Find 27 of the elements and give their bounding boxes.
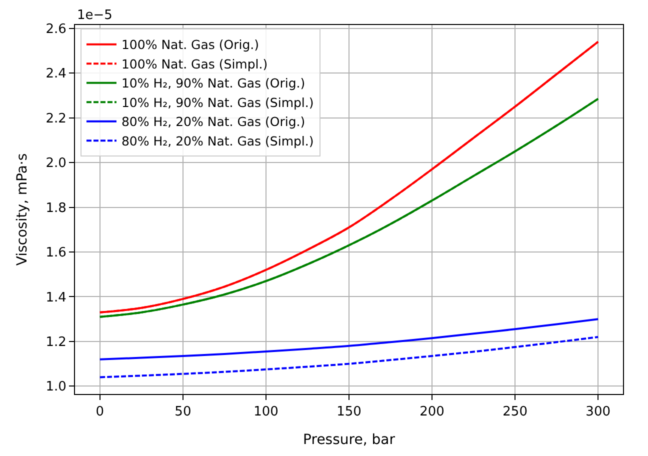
legend-label: 10% H₂, 90% Nat. Gas (Orig.) [121, 76, 306, 91]
x-tick-label: 250 [502, 404, 528, 420]
line-series [98, 336, 600, 378]
x-tick-label: 200 [420, 404, 444, 420]
y-axis-title: Viscosity, mPa⋅s [14, 153, 30, 266]
x-tick-label: 50 [174, 404, 192, 420]
x-tick-label: 0 [96, 404, 104, 420]
line-series [98, 318, 600, 360]
y-tick-label: 2.4 [46, 66, 66, 82]
y-tick-label: 2.2 [46, 111, 66, 126]
legend-label: 100% Nat. Gas (Simpl.) [121, 56, 268, 72]
legend-label: 10% H₂, 90% Nat. Gas (Simpl.) [121, 94, 314, 110]
x-tick-label: 100 [254, 404, 278, 420]
y-tick-label: 2.6 [46, 22, 66, 37]
x-tick-label: 300 [586, 404, 611, 420]
text: 1e−5 [77, 8, 112, 23]
legend-label: 80% H₂, 20% Nat. Gas (Orig.) [121, 114, 306, 130]
y-tick-label: 2.0 [46, 156, 66, 172]
legend-label: 80% H₂, 20% Nat. Gas (Simpl.) [121, 133, 314, 148]
x-tick-label: 150 [336, 404, 362, 420]
y-tick-label: 1.0 [46, 380, 66, 395]
y-tick-label: 1.8 [46, 200, 66, 216]
x-axis-title: Pressure, bar [303, 432, 396, 448]
legend-label: 100% Nat. Gas (Orig.) [121, 37, 259, 52]
y-tick-label: 1.6 [46, 246, 66, 261]
y-tick-label: 1.4 [46, 290, 66, 306]
y-tick-label: 1.2 [46, 335, 66, 350]
